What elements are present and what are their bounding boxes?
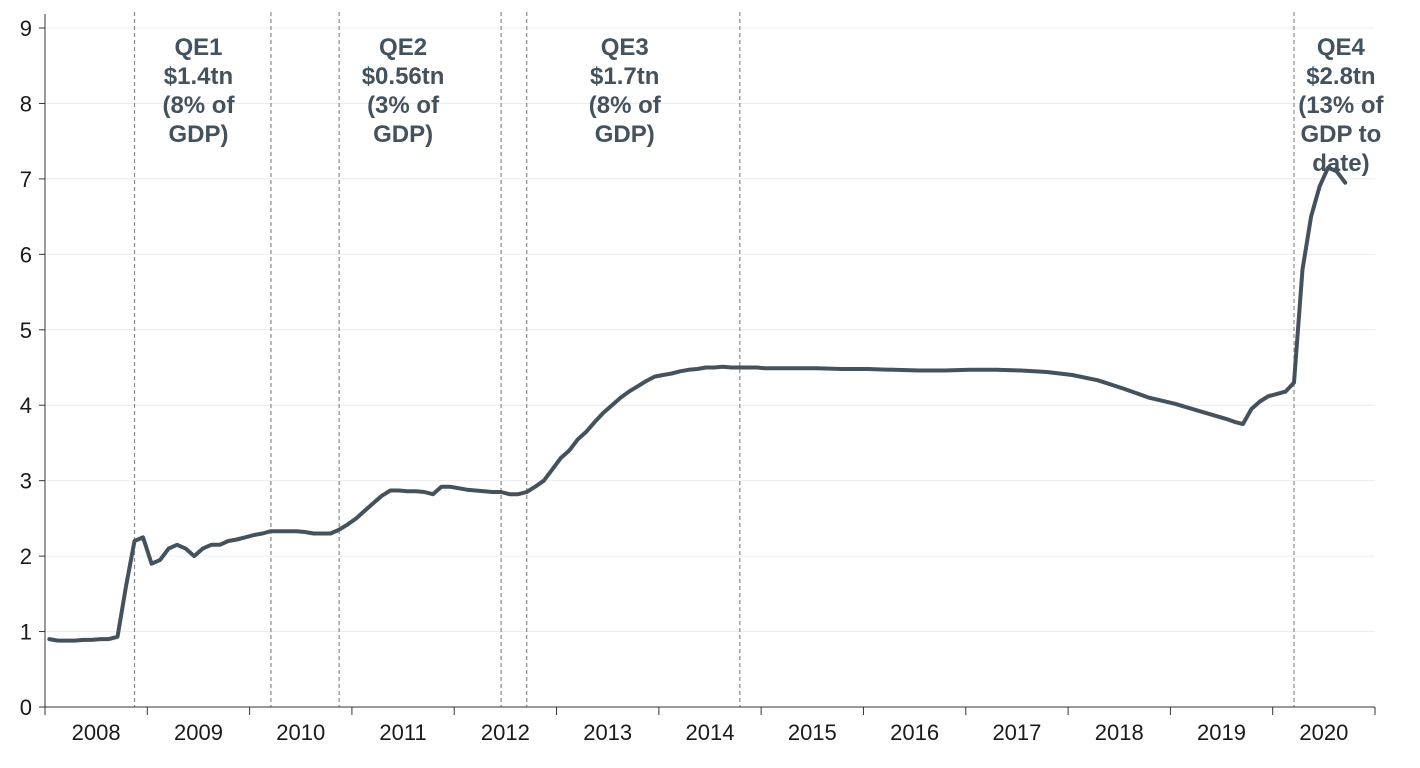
x-tick-label: 2010 [276, 720, 325, 745]
annotation-line: GDP to [1300, 121, 1381, 148]
axes [44, 14, 1375, 708]
x-tick-label: 2019 [1197, 720, 1246, 745]
x-tick-label: 2013 [583, 720, 632, 745]
y-axis-ticks: 0 1 2 3 4 5 6 7 8 9 [20, 16, 45, 720]
y-tick-label: 2 [20, 544, 32, 569]
annotation-line: QE4 [1317, 34, 1366, 61]
x-tick-label: 2014 [686, 720, 735, 745]
y-tick-label: 5 [20, 318, 32, 343]
y-tick-label: 0 [20, 695, 32, 720]
x-tick-label: 2017 [992, 720, 1041, 745]
annotation-line: (13% of [1298, 92, 1384, 119]
x-tick-label: 2012 [481, 720, 530, 745]
annotation-line: (8% of [162, 92, 235, 119]
annotation-line: $1.4tn [164, 63, 233, 90]
event-lines [133, 12, 1295, 707]
x-tick-label: 2011 [379, 720, 426, 745]
y-tick-label: 9 [20, 16, 32, 41]
y-tick-label: 1 [20, 620, 32, 645]
x-tick-label: 2020 [1299, 720, 1348, 745]
annotation-line: GDP) [595, 121, 655, 148]
series-group [47, 165, 1348, 643]
annotation-line: QE1 [174, 34, 222, 61]
annotation-line: GDP) [168, 121, 228, 148]
annotation-line: $2.8tn [1306, 63, 1375, 90]
x-tick-label: 2016 [890, 720, 939, 745]
y-tick-label: 6 [20, 242, 32, 267]
x-tick-label: 2015 [788, 720, 837, 745]
annotation-line: QE3 [601, 34, 649, 61]
y-tick-label: 4 [20, 393, 32, 418]
y-tick-label: 7 [20, 167, 32, 192]
y-tick-label: 8 [20, 91, 32, 116]
x-tick-label: 2008 [72, 720, 121, 745]
annotation-line: date) [1312, 150, 1369, 177]
y-tick-label: 3 [20, 469, 32, 494]
gridlines [45, 27, 1375, 633]
annotation-line: QE2 [379, 34, 427, 61]
annotation-line: $0.56tn [362, 63, 445, 90]
annotation-line: GDP) [373, 121, 433, 148]
series-line [47, 165, 1348, 643]
annotation-line: (8% of [589, 92, 662, 119]
annotation-line: (3% of [367, 92, 440, 119]
x-axis-ticks: 2008 2009 2010 2011 2012 2013 2014 2015 2016 2017… [44, 707, 1376, 745]
x-tick-label: 2009 [174, 720, 223, 745]
x-tick-label: 2018 [1095, 720, 1144, 745]
annotation-line: $1.7tn [590, 63, 659, 90]
